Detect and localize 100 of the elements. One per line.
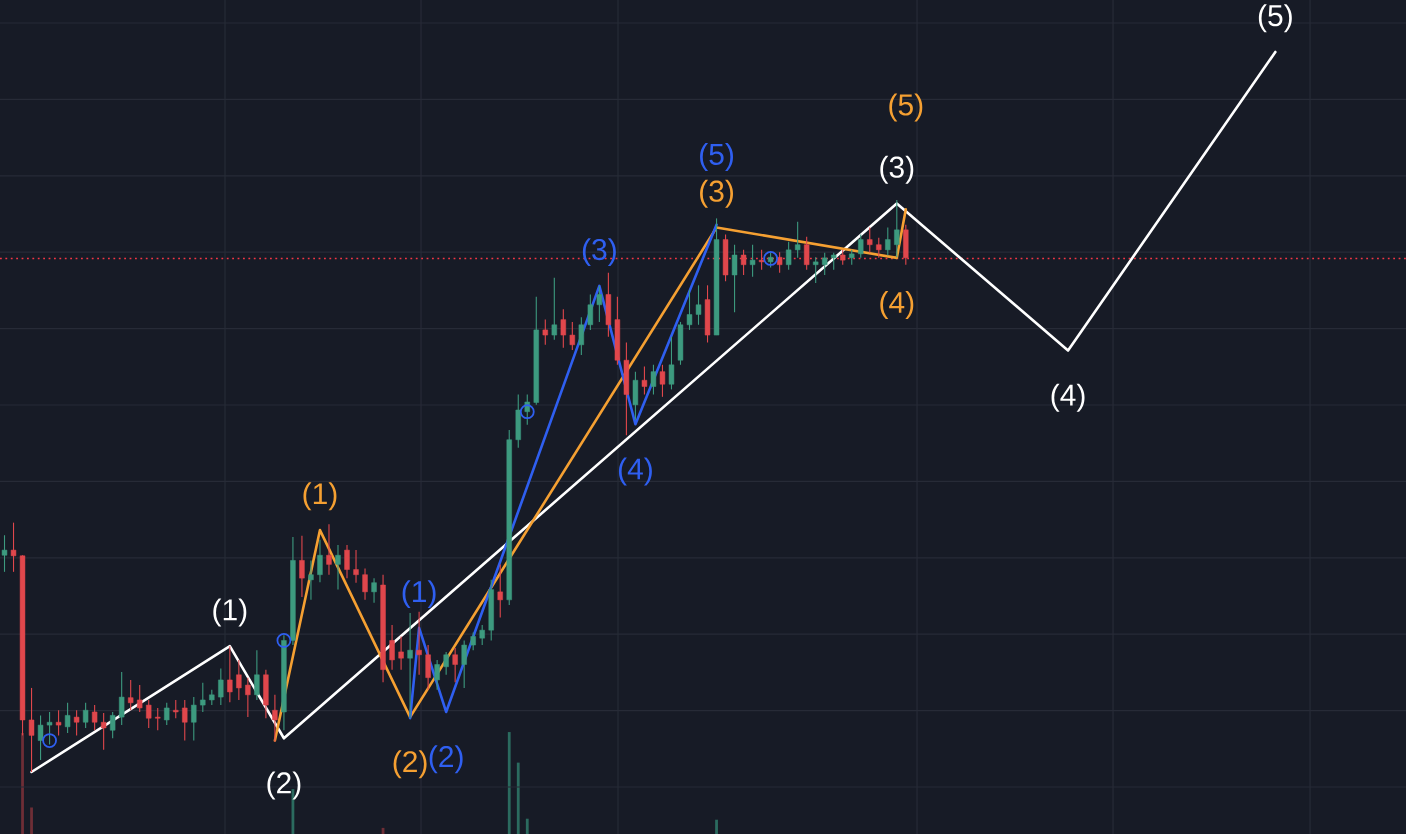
bar — [516, 762, 520, 834]
candlestick — [749, 244, 756, 278]
candlestick — [155, 707, 161, 731]
candlestick — [109, 711, 116, 739]
candlestick — [641, 365, 648, 396]
candlestick — [245, 677, 251, 718]
candlestick — [542, 319, 548, 346]
annotation: (4) — [1051, 383, 1085, 412]
candlestick — [236, 659, 242, 701]
candlestick — [317, 539, 323, 583]
candlestick — [191, 696, 197, 742]
candlestick — [731, 244, 738, 313]
annotation: (3) — [700, 179, 733, 208]
candlestick — [28, 687, 35, 773]
candlestick — [794, 221, 801, 259]
candlestick — [461, 639, 467, 689]
bar — [715, 819, 718, 834]
annotation: (2) — [429, 745, 463, 774]
bar — [525, 818, 529, 834]
candlestick — [344, 544, 350, 579]
candlestick — [813, 256, 819, 284]
bar — [30, 807, 33, 834]
annotation: (3) — [582, 238, 616, 267]
candlestick — [668, 336, 675, 390]
annotation: (5) — [889, 93, 923, 122]
candlestick — [218, 667, 224, 706]
candlestick — [64, 702, 71, 734]
candlestick — [560, 308, 566, 349]
candlestick — [146, 699, 152, 729]
candlestick — [596, 285, 603, 323]
candlestick — [182, 699, 188, 742]
candlestick — [335, 544, 341, 591]
candlestick — [398, 635, 404, 671]
candlestick — [164, 702, 170, 726]
candlestick — [894, 199, 900, 258]
candlestick — [416, 611, 422, 676]
candlestick — [822, 252, 828, 276]
point — [276, 633, 292, 648]
candlestick — [128, 679, 134, 711]
candlestick — [37, 714, 44, 761]
candlestick — [100, 712, 107, 751]
candlestick — [740, 249, 747, 276]
candlestick — [867, 226, 873, 254]
candlestick — [686, 289, 693, 331]
candlestick — [254, 649, 260, 701]
candlestick — [569, 321, 576, 351]
annotation: (4) — [618, 457, 652, 486]
annotation: (3) — [880, 155, 914, 184]
candlestick — [389, 624, 395, 671]
candlestick — [55, 709, 62, 736]
candlestick — [497, 563, 503, 619]
candlestick — [858, 233, 864, 259]
candlestick — [785, 241, 792, 271]
annotation: (5) — [1258, 4, 1292, 33]
point — [519, 404, 535, 420]
candlestick — [362, 567, 368, 601]
candlestick — [425, 644, 431, 691]
candlestick — [758, 249, 765, 271]
candlestick — [650, 364, 657, 396]
point — [763, 251, 779, 266]
annotation: (2) — [267, 771, 301, 800]
candlestick — [803, 236, 810, 271]
candlestick — [876, 237, 882, 259]
candlestick — [1, 534, 8, 573]
candlestick — [137, 684, 143, 713]
candlestick — [371, 577, 377, 604]
candlestick — [452, 647, 458, 683]
candlestick — [443, 651, 449, 676]
candlestick — [46, 711, 53, 746]
annotation: (2) — [393, 750, 427, 779]
bar — [21, 733, 24, 834]
bar — [507, 732, 511, 834]
candlestick — [91, 704, 98, 731]
candlestick — [695, 284, 702, 326]
candlestick — [73, 709, 80, 736]
candlestick — [479, 624, 485, 646]
candlestick — [119, 671, 125, 726]
candlestick — [272, 694, 278, 743]
candlestick — [82, 702, 89, 729]
candlestick — [659, 364, 666, 398]
annotation: (4) — [880, 291, 914, 320]
point — [42, 733, 57, 748]
candlestick — [227, 645, 233, 703]
annotation: (1) — [303, 482, 337, 511]
candlestick — [524, 393, 530, 426]
candlestick — [173, 699, 179, 719]
annotation: (5) — [700, 142, 733, 171]
candlestick — [551, 277, 557, 341]
candlestick — [200, 682, 206, 713]
candlestick — [587, 293, 594, 331]
candlestick — [885, 226, 891, 257]
annotation: (1) — [402, 580, 436, 609]
candlestick — [326, 523, 332, 576]
candlestick — [776, 251, 783, 274]
candlestick — [10, 522, 17, 573]
candlestick — [353, 549, 359, 584]
annotation: (1) — [213, 598, 247, 627]
candlestick — [578, 316, 585, 356]
candlestick — [308, 559, 314, 601]
candlestick — [434, 659, 440, 691]
